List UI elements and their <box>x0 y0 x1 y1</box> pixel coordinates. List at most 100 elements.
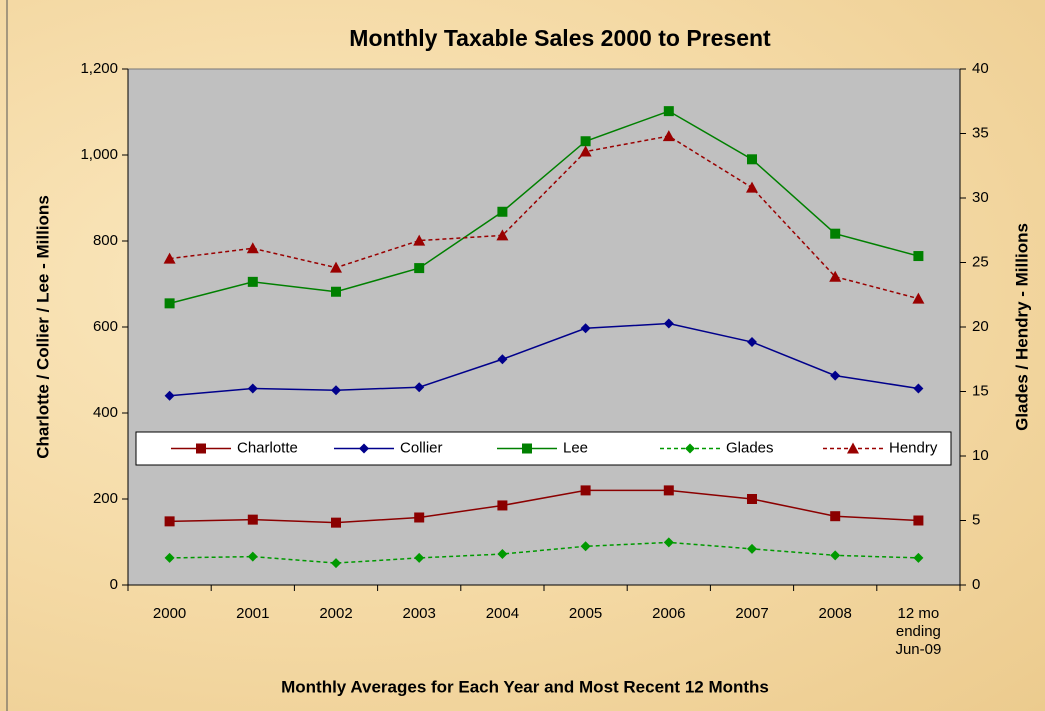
y2-axis-label: Glades / Hendry - Millions <box>1012 223 1031 431</box>
marker <box>497 206 508 217</box>
marker <box>247 514 258 525</box>
legend-item: Lee <box>497 439 588 456</box>
series-line <box>169 541 919 564</box>
x-tick-label: 12 mo ending Jun-09 <box>895 605 942 658</box>
marker <box>247 276 258 287</box>
marker <box>196 443 206 454</box>
marker <box>331 385 341 396</box>
marker <box>580 485 591 496</box>
marker <box>746 181 758 193</box>
marker <box>685 443 695 454</box>
marker <box>913 552 924 563</box>
marker <box>847 442 859 454</box>
legend-label: Collier <box>400 439 443 456</box>
legend-item: Collier <box>334 439 443 456</box>
y-tick-label: 600 <box>93 318 118 335</box>
marker <box>830 228 841 239</box>
marker <box>413 234 426 246</box>
x-tick-label: 2003 <box>402 605 436 622</box>
legend-label: Lee <box>563 439 588 456</box>
marker <box>747 154 757 165</box>
marker <box>663 106 674 117</box>
marker <box>330 261 342 273</box>
y-tick-label: 400 <box>93 404 118 421</box>
y-tick-label: 0 <box>110 576 118 593</box>
legend-label: Glades <box>726 439 774 456</box>
series-line <box>169 489 919 524</box>
legend-item: Glades <box>660 439 774 456</box>
x-axis-label: Monthly Averages for Each Year and Most … <box>281 677 769 696</box>
marker <box>663 485 674 496</box>
marker <box>747 543 757 554</box>
marker <box>331 286 341 297</box>
series-line <box>169 135 919 300</box>
marker <box>912 292 925 304</box>
marker <box>830 550 841 561</box>
x-tick-label: 2008 <box>818 605 852 622</box>
marker <box>164 552 175 563</box>
plot-area <box>127 68 961 586</box>
y2-tick-label: 10 <box>972 447 989 464</box>
marker <box>414 382 425 393</box>
marker <box>663 318 674 329</box>
marker <box>164 390 175 401</box>
x-tick-label: 2001 <box>236 605 270 622</box>
chart-title: Monthly Taxable Sales 2000 to Present <box>349 25 771 51</box>
marker <box>359 443 369 454</box>
y-axis-label: Charlotte / Collier / Lee - Millions <box>33 195 52 459</box>
marker <box>414 263 425 274</box>
y2-tick-label: 35 <box>972 124 989 141</box>
marker <box>331 558 341 569</box>
y2-tick-label: 5 <box>972 511 980 528</box>
x-tick-label: 2005 <box>568 605 603 622</box>
marker <box>497 500 508 511</box>
marker <box>163 252 176 264</box>
marker <box>247 551 258 562</box>
marker <box>414 552 425 563</box>
marker <box>580 541 591 552</box>
x-tick-label: 2000 <box>152 605 187 622</box>
legend-item: Hendry <box>823 439 938 456</box>
y2-tick-label: 15 <box>972 382 989 399</box>
marker <box>331 517 341 528</box>
marker <box>246 242 259 254</box>
marker <box>522 443 532 454</box>
y-tick-label: 1,000 <box>80 146 118 163</box>
x-tick-label: 2007 <box>735 605 769 622</box>
x-tick-label: 2004 <box>485 605 520 622</box>
marker <box>164 298 175 309</box>
marker <box>496 229 509 241</box>
marker <box>580 136 591 147</box>
marker <box>662 130 675 142</box>
marker <box>497 354 508 365</box>
marker <box>830 370 841 381</box>
x-tick-label: 2006 <box>652 605 686 622</box>
marker <box>663 537 674 548</box>
legend-label: Charlotte <box>237 439 298 456</box>
legend-label: Hendry <box>889 439 938 456</box>
marker <box>747 337 757 348</box>
y2-tick-label: 0 <box>972 576 980 593</box>
legend-item: Charlotte <box>171 439 298 456</box>
y-tick-label: 200 <box>93 490 118 507</box>
y2-tick-label: 20 <box>972 318 989 335</box>
marker <box>247 383 258 394</box>
y-tick-label: 800 <box>93 232 118 249</box>
marker <box>579 145 592 157</box>
y2-tick-label: 30 <box>972 189 989 206</box>
marker <box>164 516 175 527</box>
marker <box>414 512 425 523</box>
x-tick-label: 2002 <box>319 605 353 622</box>
marker <box>913 251 924 262</box>
marker <box>913 383 924 394</box>
marker <box>747 494 757 504</box>
series-line <box>169 110 919 305</box>
marker <box>829 270 842 282</box>
marker <box>913 515 924 526</box>
series-line <box>169 322 919 397</box>
marker <box>580 323 591 334</box>
marker <box>497 549 508 560</box>
y-tick-label: 1,200 <box>80 60 118 77</box>
